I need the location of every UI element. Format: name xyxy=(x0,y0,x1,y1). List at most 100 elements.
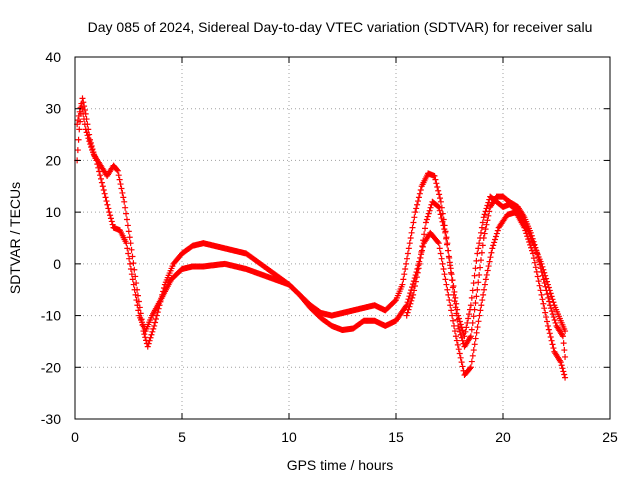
data-point xyxy=(100,186,107,193)
data-point xyxy=(475,245,482,252)
data-point xyxy=(435,240,442,247)
y-tick-label: 0 xyxy=(53,256,61,272)
y-tick-label: 40 xyxy=(45,49,61,65)
data-point xyxy=(148,331,155,338)
data-point xyxy=(126,255,133,262)
data-point xyxy=(482,226,489,233)
data-point xyxy=(123,210,130,217)
data-point xyxy=(441,226,448,233)
data-point xyxy=(562,374,569,381)
data-point xyxy=(88,142,95,149)
data-point xyxy=(538,291,545,298)
data-point xyxy=(125,250,132,257)
data-point xyxy=(467,333,474,340)
data-point xyxy=(458,359,465,366)
data-point xyxy=(116,176,123,183)
data-point xyxy=(75,136,82,143)
data-point xyxy=(561,371,568,378)
y-tick-label: 30 xyxy=(45,101,61,117)
data-point xyxy=(103,198,110,205)
data-point xyxy=(444,247,451,254)
data-point xyxy=(467,364,474,371)
data-point xyxy=(490,242,497,249)
data-point xyxy=(114,167,121,174)
data-point xyxy=(415,194,422,201)
data-point xyxy=(491,239,498,246)
data-point xyxy=(547,305,554,312)
data-point xyxy=(530,255,537,262)
data-point xyxy=(127,260,134,267)
data-point xyxy=(105,205,112,212)
data-point xyxy=(440,222,447,229)
data-point xyxy=(474,250,481,257)
data-point xyxy=(412,209,419,216)
data-point xyxy=(479,297,486,304)
data-point xyxy=(120,194,127,201)
data-point xyxy=(405,306,412,313)
data-point xyxy=(107,212,114,219)
data-point xyxy=(434,184,441,191)
data-point xyxy=(82,110,89,117)
data-point xyxy=(416,190,423,197)
data-point xyxy=(435,203,442,210)
data-point xyxy=(462,328,469,335)
data-point xyxy=(438,215,445,222)
data-point xyxy=(97,172,104,179)
x-tick-label: 0 xyxy=(71,429,79,445)
data-point xyxy=(476,271,483,278)
data-points xyxy=(74,95,569,381)
data-point xyxy=(87,139,94,146)
data-point xyxy=(483,205,490,212)
data-point xyxy=(531,259,538,266)
data-point xyxy=(427,204,434,211)
data-point xyxy=(81,107,88,114)
data-point xyxy=(485,212,492,219)
data-point xyxy=(541,305,548,312)
data-point xyxy=(448,307,455,314)
data-point xyxy=(409,224,416,231)
data-point xyxy=(562,328,569,335)
data-point xyxy=(466,311,473,318)
data-point xyxy=(123,216,130,223)
data-point xyxy=(477,235,484,241)
data-point xyxy=(550,299,557,306)
data-point xyxy=(431,172,438,179)
data-point xyxy=(474,324,481,331)
data-point xyxy=(81,103,88,110)
data-point xyxy=(437,250,444,257)
data-point xyxy=(461,333,468,340)
data-point xyxy=(454,341,461,348)
data-point xyxy=(405,245,412,252)
data-point xyxy=(412,278,419,285)
data-point xyxy=(534,273,541,280)
data-point xyxy=(156,302,163,309)
series-track-b xyxy=(74,95,569,360)
data-point xyxy=(537,287,544,294)
data-point xyxy=(489,245,496,252)
x-axis-label: GPS time / hours xyxy=(287,457,394,473)
data-point xyxy=(544,278,551,285)
data-point xyxy=(450,283,457,290)
data-point xyxy=(544,318,551,325)
data-point xyxy=(403,260,410,267)
data-point xyxy=(456,318,463,325)
data-point xyxy=(472,335,479,342)
data-point xyxy=(408,229,415,236)
y-tick-label: -30 xyxy=(41,411,61,427)
data-point xyxy=(146,337,153,344)
data-point xyxy=(457,321,464,328)
data-point xyxy=(485,199,492,206)
data-point xyxy=(85,126,92,133)
data-point xyxy=(439,218,446,225)
data-point xyxy=(74,147,81,154)
data-point xyxy=(548,293,555,300)
data-point xyxy=(434,239,441,246)
y-tick-label: 20 xyxy=(45,152,61,168)
data-point xyxy=(411,287,418,294)
data-point xyxy=(401,271,408,278)
data-point xyxy=(451,328,458,335)
data-point xyxy=(544,322,551,329)
data-point xyxy=(413,274,420,281)
